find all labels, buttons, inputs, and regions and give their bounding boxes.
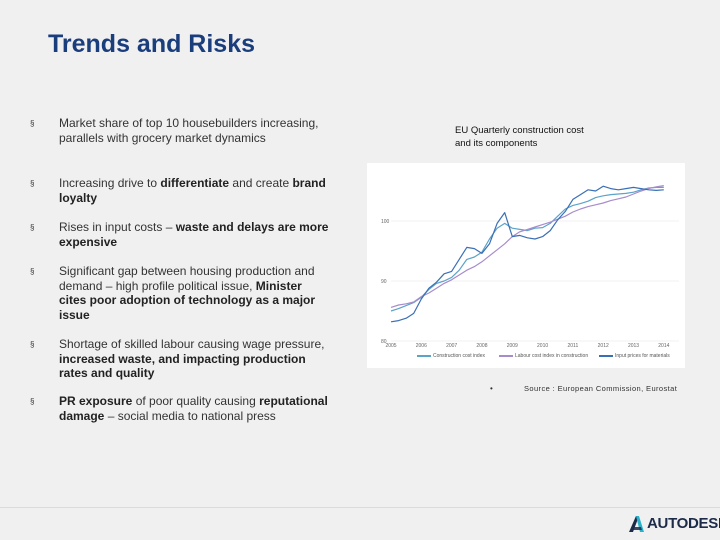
- bullet-marker: §: [30, 267, 35, 276]
- y-tick-label: 80: [381, 339, 387, 345]
- bullet-segment: Market share of top 10 housebuilders inc…: [59, 116, 319, 145]
- legend-swatch: [417, 354, 431, 357]
- source-bullet: •: [490, 384, 493, 393]
- bullet-text: Market share of top 10 housebuilders inc…: [59, 116, 330, 145]
- x-tick-label: 2012: [598, 343, 609, 349]
- bullet-text: Shortage of skilled labour causing wage …: [59, 337, 330, 381]
- x-tick-label: 2008: [476, 343, 487, 349]
- bullet-marker: §: [30, 397, 35, 406]
- slide-title: Trends and Risks: [48, 30, 256, 58]
- legend-item: Construction cost index: [417, 353, 485, 359]
- bullet-marker: §: [30, 340, 35, 349]
- bullet-segment: of poor quality causing: [132, 394, 260, 408]
- bullet-segment-bold: Minister cites poor adoption of technolo…: [59, 278, 316, 322]
- chart-caption: EU Quarterly construction cost and its c…: [455, 124, 655, 150]
- bullet-segment-bold: reputational damage: [59, 394, 328, 423]
- line-chart: 80 90 100 2005 2006 2007 2008 2009 2010 2011 2012…: [367, 163, 685, 368]
- legend-item: Labour cost index in construction: [499, 353, 588, 359]
- bullet-marker: §: [30, 223, 35, 232]
- y-tick-label: 100: [381, 219, 390, 225]
- bullet-segment: Shortage of skilled labour causing wage …: [59, 337, 325, 351]
- autodesk-logo-text: AUTODESK.: [647, 515, 720, 532]
- bullet-text: PR exposure of poor quality causing repu…: [59, 394, 330, 423]
- bullet-segment: Significant gap between housing producti…: [59, 264, 315, 293]
- autodesk-logo-icon: [629, 516, 644, 532]
- bullet-segment-bold: differentiate: [160, 176, 230, 190]
- chart-plot-area: 80 90 100 2005 2006 2007 2008 2009 2010 2011 2012…: [381, 185, 679, 349]
- bullet-marker: §: [30, 119, 35, 128]
- legend-item: Input prices for materials: [599, 353, 670, 359]
- bullet-segment: Rises in input costs –: [59, 220, 176, 234]
- bullet-item: § Market share of top 10 housebuilders i…: [30, 116, 330, 145]
- bullet-item: § Shortage of skilled labour causing wag…: [30, 337, 330, 381]
- source-text: Source : European Commission, Eurostat: [524, 384, 678, 393]
- bullet-item: § PR exposure of poor quality causing re…: [30, 394, 330, 423]
- series-line-3: [390, 185, 664, 323]
- x-tick-label: 2005: [385, 343, 396, 349]
- legend-label: Construction cost index: [433, 353, 485, 359]
- x-tick-label: 2006: [416, 343, 427, 349]
- x-tick-label: 2007: [446, 343, 457, 349]
- bullet-segment-bold: increased waste, and impacting productio…: [59, 351, 306, 381]
- x-tick-label: 2010: [537, 343, 548, 349]
- series-line-2: [390, 185, 664, 308]
- bullet-segment: and create: [229, 176, 293, 190]
- x-tick-label: 2009: [507, 343, 518, 349]
- bullet-item: § Significant gap between housing produc…: [30, 264, 330, 322]
- legend-label: Input prices for materials: [615, 353, 670, 359]
- bullet-text: Rises in input costs – waste and delays …: [59, 220, 330, 249]
- bullet-segment-bold: waste and delays are more expensive: [59, 220, 329, 249]
- legend-swatch: [599, 354, 613, 357]
- legend-swatch: [499, 354, 513, 357]
- chart-caption-line1: EU Quarterly construction cost: [455, 125, 584, 136]
- x-tick-label: 2011: [568, 343, 579, 349]
- bullet-segment-bold: brand loyalty: [59, 176, 326, 205]
- x-tick-label: 2014: [658, 343, 669, 349]
- chart-caption-line2: and its components: [455, 138, 538, 149]
- bullet-segment: – social media to national press: [104, 408, 276, 423]
- y-tick-label: 90: [381, 279, 387, 285]
- series-line-1: [390, 186, 664, 312]
- chart-legend: Construction cost index Labour cost inde…: [417, 353, 677, 365]
- bullet-text: Significant gap between housing producti…: [59, 264, 330, 322]
- bullet-segment-bold: PR exposure: [59, 394, 133, 408]
- bullet-marker: §: [30, 179, 35, 188]
- bullet-item: § Rises in input costs – waste and delay…: [30, 220, 330, 249]
- x-tick-label: 2013: [628, 343, 639, 349]
- bullet-text: Increasing drive to differentiate and cr…: [59, 176, 330, 205]
- bullet-segment: Increasing drive to: [59, 176, 161, 190]
- legend-label: Labour cost index in construction: [515, 353, 589, 359]
- bullet-item: § Increasing drive to differentiate and …: [30, 176, 330, 205]
- footer-divider: [0, 507, 720, 508]
